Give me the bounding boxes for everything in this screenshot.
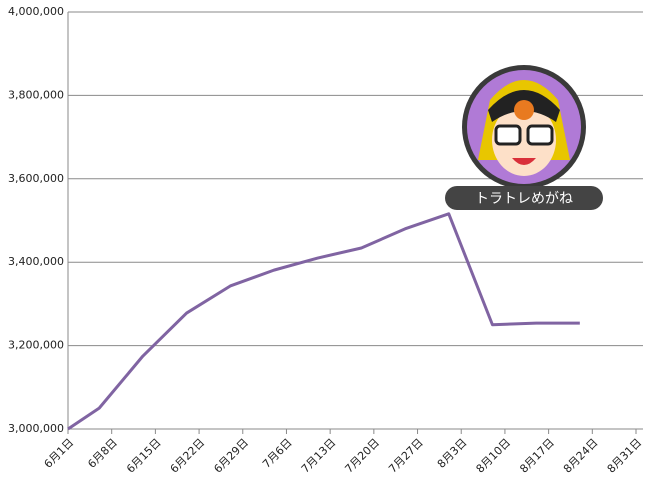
glasses-right bbox=[526, 124, 554, 146]
badge-label: トラトレめがね bbox=[475, 191, 573, 207]
y-tick-label: 3,400,000 bbox=[8, 255, 64, 268]
x-tick-label: 8月24日 bbox=[561, 436, 601, 476]
x-tick-label: 7月27日 bbox=[386, 436, 426, 476]
mouth bbox=[512, 158, 536, 165]
x-tick-label: 6月22日 bbox=[168, 436, 208, 476]
y-tick-label: 4,000,000 bbox=[8, 5, 64, 18]
x-tick-label: 7月13日 bbox=[299, 436, 339, 476]
x-tick-label: 6月8日 bbox=[85, 436, 120, 471]
x-tick-label: 8月17日 bbox=[517, 436, 557, 476]
x-tick-label: 7月20日 bbox=[342, 436, 382, 476]
y-tick-label: 3,800,000 bbox=[8, 88, 64, 101]
x-tick-label: 6月1日 bbox=[42, 436, 77, 471]
y-tick-label: 3,000,000 bbox=[8, 422, 64, 435]
glasses-left bbox=[494, 124, 522, 146]
x-tick-label: 6月15日 bbox=[124, 436, 164, 476]
x-tick-label: 6月29日 bbox=[211, 436, 251, 476]
badge-label-bg bbox=[445, 186, 603, 210]
tiger-pin bbox=[514, 100, 534, 120]
series-line bbox=[67, 212, 580, 431]
x-tick-label: 8月31日 bbox=[605, 436, 645, 476]
x-tick-label: 8月3日 bbox=[435, 436, 470, 471]
x-tick-label: 7月6日 bbox=[260, 436, 295, 471]
avatar-badge: トラトレめがね bbox=[445, 65, 603, 210]
x-tick-label: 8月10日 bbox=[474, 436, 514, 476]
y-tick-label: 3,600,000 bbox=[8, 172, 64, 185]
y-tick-label: 3,200,000 bbox=[8, 339, 64, 352]
face bbox=[492, 104, 556, 176]
